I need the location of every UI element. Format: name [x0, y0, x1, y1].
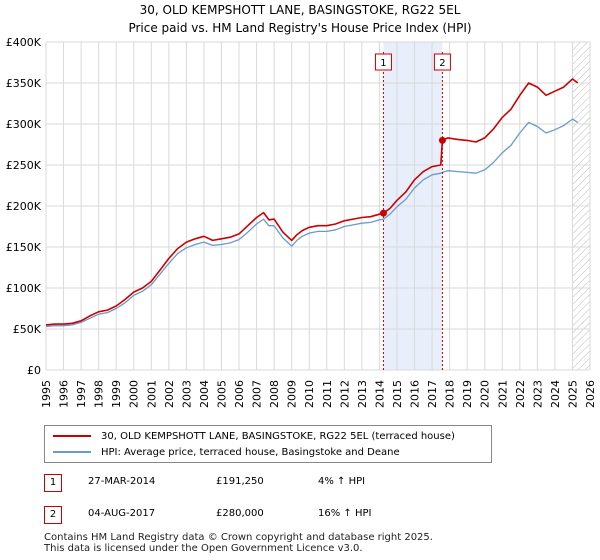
sale-point — [438, 136, 446, 144]
hpi-line — [45, 118, 579, 328]
x-tick-label: 2013 — [356, 380, 369, 408]
chart-legend: 30, OLD KEMPSHOTT LANE, BASINGSTOKE, RG2… — [44, 425, 492, 463]
y-tick-label: £0 — [27, 364, 41, 377]
footer-copyright: Contains HM Land Registry data © Crown c… — [44, 532, 433, 543]
x-tick-label: 2011 — [321, 380, 334, 408]
x-tick-label: 2003 — [180, 380, 193, 408]
sale-marker-label: 2 — [439, 58, 445, 69]
x-tick-label: 2009 — [286, 380, 299, 408]
sale-row: 2 04-AUG-2017 £280,000 16% ↑ HPI — [44, 506, 564, 524]
x-tick-label: 2007 — [251, 380, 264, 408]
sale-hpi-change: 4% ↑ HPI — [318, 476, 366, 487]
y-tick-label: £200K — [6, 200, 42, 213]
x-tick-label: 2000 — [128, 380, 141, 408]
legend-item-property: 30, OLD KEMPSHOTT LANE, BASINGSTOKE, RG2… — [53, 429, 455, 443]
sale-price: £280,000 — [216, 508, 264, 519]
y-tick-label: £350K — [6, 77, 42, 90]
legend-item-hpi: HPI: Average price, terraced house, Basi… — [53, 445, 400, 459]
sale-row: 1 27-MAR-2014 £191,250 4% ↑ HPI — [44, 474, 564, 492]
x-tick-label: 2025 — [566, 380, 579, 408]
y-tick-label: £100K — [6, 282, 42, 295]
x-tick-label: 2019 — [461, 380, 474, 408]
x-tick-label: 2008 — [268, 380, 281, 408]
x-tick-label: 2021 — [496, 380, 509, 408]
x-tick-label: 2002 — [163, 380, 176, 408]
y-tick-label: £400K — [6, 36, 42, 49]
legend-label-property: 30, OLD KEMPSHOTT LANE, BASINGSTOKE, RG2… — [101, 430, 455, 442]
x-tick-label: 2010 — [303, 380, 316, 408]
x-tick-label: 2012 — [338, 380, 351, 408]
x-tick-label: 2017 — [426, 380, 439, 408]
x-tick-label: 2020 — [479, 380, 492, 408]
x-tick-label: 2026 — [584, 380, 597, 408]
y-tick-label: £300K — [6, 118, 42, 131]
sale-date: 04-AUG-2017 — [88, 508, 156, 519]
legend-swatch-hpi — [53, 451, 91, 453]
chart-title-line2: Price paid vs. HM Land Registry's House … — [128, 21, 472, 35]
y-tick-label: £50K — [13, 323, 42, 336]
x-tick-label: 2016 — [409, 380, 422, 408]
x-tick-label: 2005 — [215, 380, 228, 408]
x-tick-label: 2001 — [145, 380, 158, 408]
x-tick-label: 2014 — [373, 380, 386, 408]
chart-title-line1: 30, OLD KEMPSHOTT LANE, BASINGSTOKE, RG2… — [139, 3, 461, 17]
x-tick-label: 1997 — [75, 380, 88, 408]
sale-marker-box — [433, 53, 451, 71]
legend-label-hpi: HPI: Average price, terraced house, Basi… — [101, 446, 400, 458]
sale-price: £191,250 — [216, 476, 264, 487]
price-chart: £0 £50K £100K £150K £200K £250K £300K £350K £400… — [6, 36, 597, 408]
sale-marker-box — [374, 53, 392, 71]
y-tick-label: £250K — [6, 159, 42, 172]
x-tick-label: 2024 — [549, 380, 562, 408]
x-tick-label: 2018 — [444, 380, 457, 408]
x-tick-label: 2022 — [514, 380, 527, 408]
x-tick-label: 1999 — [110, 380, 123, 408]
property-price-line — [45, 78, 579, 326]
x-tick-label: 2015 — [391, 380, 404, 408]
x-tick-label: 2023 — [531, 380, 544, 408]
x-tick-label: 1996 — [58, 380, 71, 408]
sale-point — [379, 209, 387, 217]
x-tick-label: 1998 — [93, 380, 106, 408]
sale-marker-badge: 2 — [44, 506, 62, 524]
sale-date: 27-MAR-2014 — [88, 476, 156, 487]
sale-marker-label: 1 — [380, 58, 386, 69]
footer-licence: This data is licensed under the Open Gov… — [44, 543, 363, 554]
x-tick-label: 2004 — [198, 380, 211, 408]
legend-swatch-property — [53, 435, 91, 437]
x-tick-label: 1995 — [40, 380, 53, 408]
x-tick-label: 2006 — [233, 380, 246, 408]
sale-hpi-change: 16% ↑ HPI — [318, 508, 372, 519]
y-tick-label: £150K — [6, 241, 42, 254]
sale-marker-badge: 1 — [44, 474, 62, 492]
